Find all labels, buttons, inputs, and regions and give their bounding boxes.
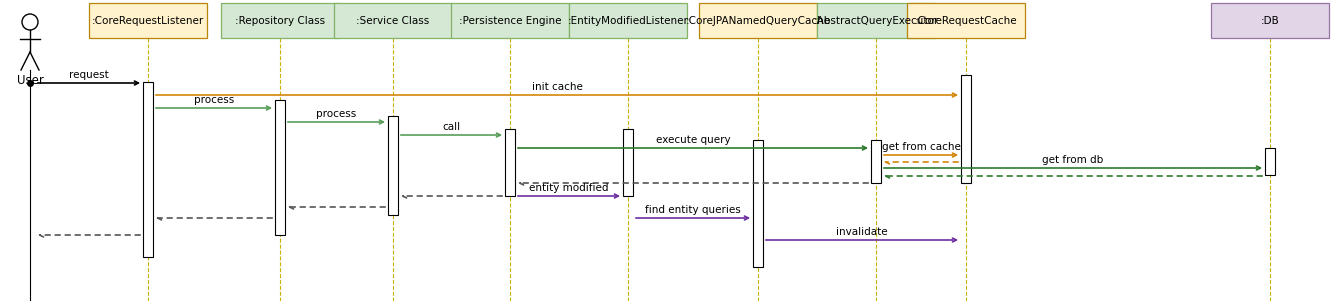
Text: init cache: init cache	[531, 82, 582, 92]
Text: :CoreRequestCache: :CoreRequestCache	[915, 15, 1018, 26]
Text: :DB: :DB	[1261, 15, 1279, 26]
Bar	[143, 82, 153, 257]
Text: process: process	[194, 95, 235, 105]
Text: invalidate: invalidate	[837, 227, 888, 237]
Text: execute query: execute query	[656, 135, 731, 145]
Bar	[699, 3, 817, 38]
Text: :CoreRequestListener: :CoreRequestListener	[93, 15, 204, 26]
Text: :EntityModifiedListener: :EntityModifiedListener	[567, 15, 688, 26]
Bar	[89, 3, 207, 38]
Bar	[872, 140, 881, 183]
Bar	[907, 3, 1025, 38]
Text: :CoreJPANamedQueryCache: :CoreJPANamedQueryCache	[685, 15, 830, 26]
Text: :Repository Class: :Repository Class	[235, 15, 325, 26]
Text: get from cache: get from cache	[881, 142, 960, 152]
Text: :Persistence Engine: :Persistence Engine	[459, 15, 562, 26]
Text: :Service Class: :Service Class	[357, 15, 429, 26]
Bar	[221, 3, 339, 38]
Text: process: process	[316, 109, 357, 119]
Text: User: User	[16, 74, 43, 87]
Bar	[388, 116, 398, 215]
Bar	[817, 3, 935, 38]
Bar	[1211, 3, 1329, 38]
Bar	[1265, 148, 1275, 175]
Text: get from db: get from db	[1042, 155, 1104, 165]
Bar	[334, 3, 452, 38]
Bar	[961, 75, 971, 183]
Text: :AbstractQueryExecutor: :AbstractQueryExecutor	[814, 15, 939, 26]
Text: request: request	[70, 70, 109, 80]
Bar	[569, 3, 687, 38]
Bar	[506, 129, 515, 196]
Text: entity modified: entity modified	[530, 183, 609, 193]
Bar	[275, 100, 286, 235]
Bar	[624, 129, 633, 196]
Text: call: call	[443, 122, 460, 132]
Bar	[754, 140, 763, 267]
Bar	[451, 3, 569, 38]
Text: find entity queries: find entity queries	[645, 205, 740, 215]
